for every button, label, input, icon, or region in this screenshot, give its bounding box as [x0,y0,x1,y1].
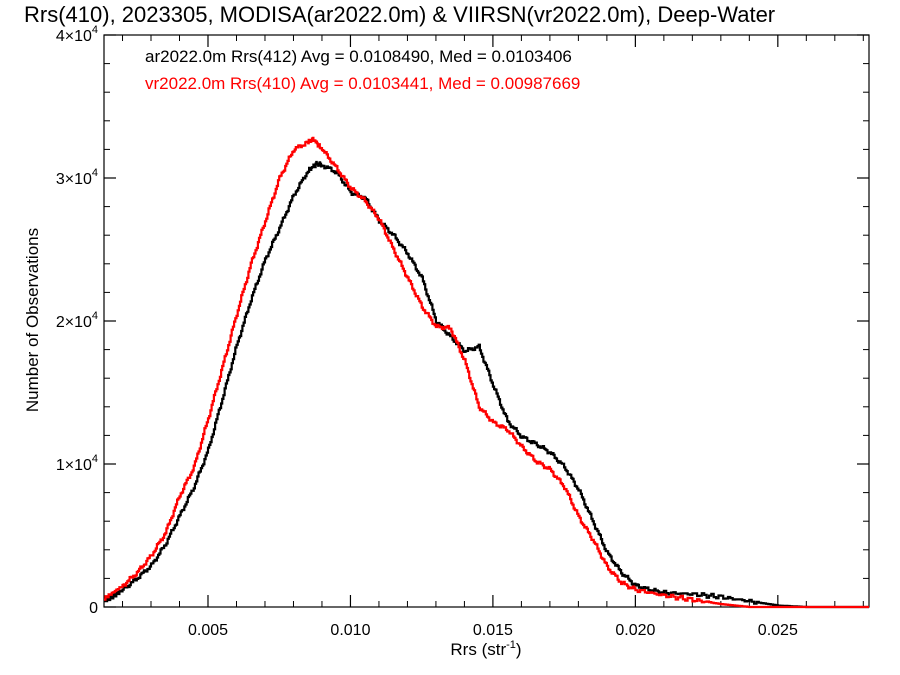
y-tick-label: 4×104 [56,24,98,45]
legend-entry-1: ar2022.0m Rrs(412) Avg = 0.0108490, Med … [145,47,572,66]
x-tick-label: 0.005 [188,622,228,639]
y-axis-label: Number of Observations [23,228,42,412]
x-tick-label: 0.020 [615,622,655,639]
x-tick-label: 0.015 [473,622,513,639]
legend-entry-2: vr2022.0m Rrs(410) Avg = 0.0103441, Med … [145,74,580,93]
x-tick-label: 0.025 [758,622,798,639]
x-axis-ticks: 0.005 0.010 0.015 0.020 0.025 [122,35,864,639]
series-line-1 [104,160,869,609]
y-tick-label: 2×104 [56,310,98,331]
series-line-2 [104,136,869,609]
y-tick-label: 1×104 [56,453,98,474]
y-axis-ticks: 0 1×104 2×104 3×104 4×104 [56,24,869,617]
x-axis-label: Rrs (str-1) [450,639,521,659]
series-layer [104,136,869,609]
plot-frame [103,34,870,608]
y-tick-label: 3×104 [56,167,98,188]
chart-title: Rrs(410), 2023305, MODISA(ar2022.0m) & V… [24,2,775,27]
y-tick-label: 0 [89,600,98,617]
x-tick-label: 0.010 [330,622,370,639]
legend: ar2022.0m Rrs(412) Avg = 0.0108490, Med … [145,47,580,93]
